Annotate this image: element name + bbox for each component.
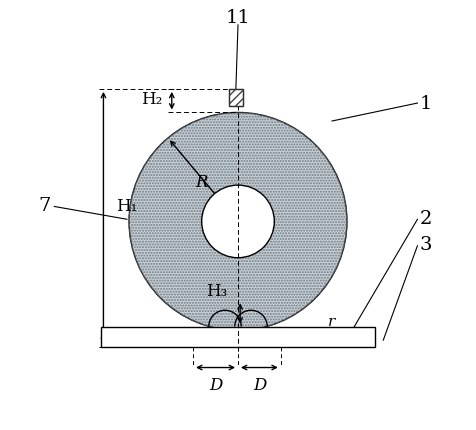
Text: H₁: H₁ bbox=[116, 198, 138, 215]
Text: 2: 2 bbox=[420, 210, 432, 228]
Text: H₂: H₂ bbox=[141, 91, 162, 108]
Text: 11: 11 bbox=[226, 9, 250, 28]
Text: 1: 1 bbox=[420, 95, 432, 113]
Text: D: D bbox=[209, 378, 222, 394]
Circle shape bbox=[202, 185, 274, 258]
Text: R: R bbox=[196, 175, 208, 191]
Text: r: r bbox=[328, 315, 336, 329]
Text: H₃: H₃ bbox=[206, 283, 227, 301]
Bar bbox=[228, 89, 243, 106]
Text: 3: 3 bbox=[420, 236, 432, 254]
Text: D: D bbox=[254, 378, 267, 394]
Text: 7: 7 bbox=[39, 197, 51, 215]
Circle shape bbox=[129, 113, 347, 330]
Bar bbox=[101, 326, 375, 347]
Bar bbox=[228, 89, 243, 106]
